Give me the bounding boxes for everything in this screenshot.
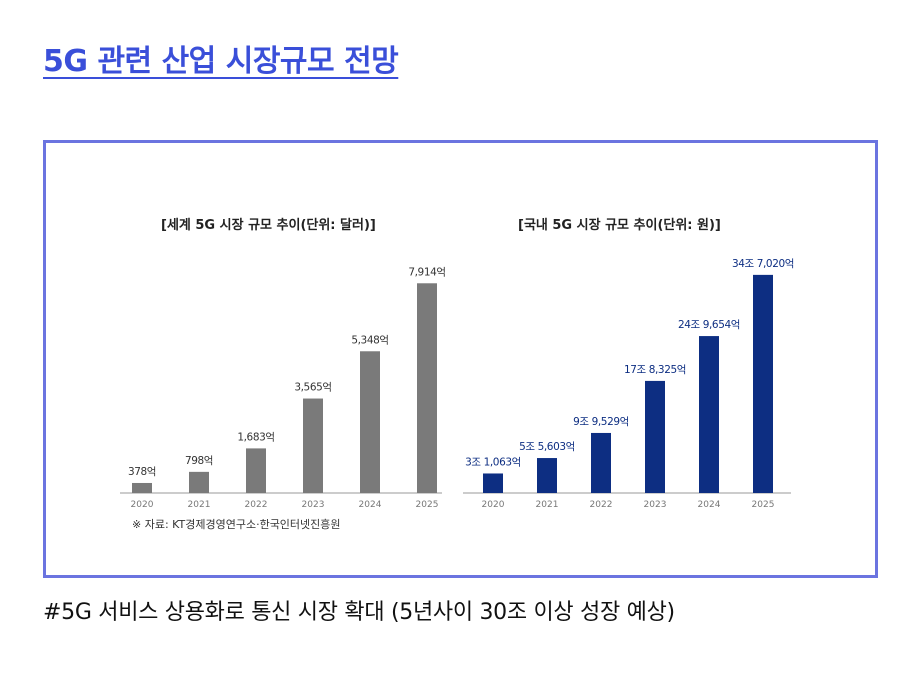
global-bar-2025 [417, 283, 437, 493]
global-data-label-2021: 798억 [185, 455, 213, 467]
global-chart-title: [세계 5G 시장 규모 추이(단위: 달러)] [161, 217, 376, 233]
global-data-label-2022: 1,683억 [237, 431, 274, 443]
global-data-label-2020: 378억 [128, 466, 156, 478]
domestic-data-label-2022: 9조 9,529억 [573, 416, 629, 428]
global-x-tick-2023: 2023 [302, 500, 325, 510]
global-data-label-2024: 5,348억 [351, 334, 388, 346]
domestic-bar-2020 [483, 473, 503, 493]
domestic-x-tick-2025: 2025 [752, 500, 775, 510]
source-note: ※ 자료: KT경제경영연구소·한국인터넷진흥원 [132, 517, 341, 531]
domestic-x-tick-2020: 2020 [482, 500, 505, 510]
global-data-label-2025: 7,914억 [408, 266, 445, 278]
global-bar-2023 [303, 398, 323, 493]
domestic-bar-2024 [699, 336, 719, 493]
domestic-bar-2022 [591, 432, 611, 493]
chart-canvas: [세계 5G 시장 규모 추이(단위: 달러)] 378억 2020 798억 202… [120, 217, 794, 531]
domestic-x-tick-2021: 2021 [536, 500, 559, 510]
domestic-x-tick-2024: 2024 [698, 500, 721, 510]
domestic-data-label-2025: 34조 7,020억 [732, 258, 794, 270]
global-x-tick-2024: 2024 [359, 500, 382, 510]
global-bar-2021 [189, 471, 209, 493]
global-x-tick-2020: 2020 [131, 500, 154, 510]
domestic-data-label-2024: 24조 9,654억 [678, 319, 740, 331]
chart-figure-frame: [세계 5G 시장 규모 추이(단위: 달러)] 378억 2020 798억 202… [43, 140, 878, 578]
page-title: 5G 관련 산업 시장규모 전망 [43, 44, 399, 79]
global-data-label-2023: 3,565억 [294, 382, 331, 394]
global-bar-2024 [360, 351, 380, 493]
global-bar-2020 [132, 482, 152, 493]
global-5g-market-chart: [세계 5G 시장 규모 추이(단위: 달러)] 378억 2020 798억 202… [120, 217, 446, 510]
global-bar-2022 [246, 448, 266, 493]
domestic-bar-2025 [753, 274, 773, 493]
domestic-bar-2023 [645, 380, 665, 493]
global-x-tick-2021: 2021 [188, 500, 211, 510]
domestic-data-label-2023: 17조 8,325억 [624, 364, 686, 376]
domestic-data-label-2020: 3조 1,063억 [465, 456, 521, 468]
global-x-tick-2025: 2025 [416, 500, 439, 510]
domestic-x-tick-2023: 2023 [644, 500, 667, 510]
domestic-chart-title: [국내 5G 시장 규모 추이(단위: 원)] [518, 217, 721, 233]
image-caption: #5G 서비스 상용화로 통신 시장 확대 (5년사이 30조 이상 성장 예상… [43, 600, 675, 625]
global-x-tick-2022: 2022 [245, 500, 268, 510]
domestic-x-tick-2022: 2022 [590, 500, 613, 510]
domestic-5g-market-chart: [국내 5G 시장 규모 추이(단위: 원)] 3조 1,063억 2020 5조 … [463, 217, 794, 510]
domestic-bar-2021 [537, 458, 557, 493]
domestic-data-label-2021: 5조 5,603억 [519, 441, 575, 453]
